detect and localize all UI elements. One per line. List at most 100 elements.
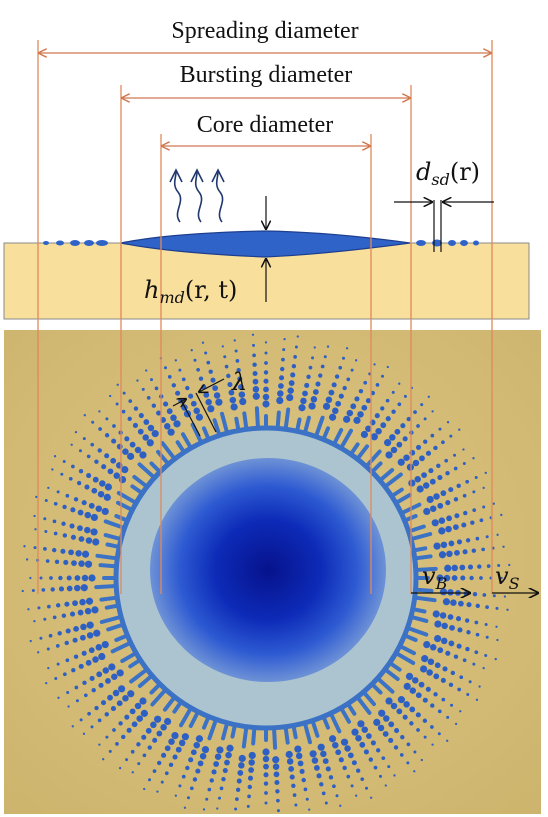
satellite-droplet: [460, 240, 468, 246]
satellite-dot: [355, 794, 358, 797]
satellite-dot: [360, 777, 365, 782]
satellite-dot: [420, 665, 428, 673]
satellite-dot: [92, 656, 99, 663]
satellite-dot: [174, 359, 177, 362]
satellite-dot: [81, 500, 87, 506]
satellite-dot: [183, 806, 187, 809]
satellite-dot: [296, 335, 299, 338]
satellite-dot: [312, 389, 319, 395]
satellite-dot: [326, 345, 330, 348]
satellite-dot: [396, 441, 403, 448]
satellite-dot: [85, 659, 92, 666]
satellite-dot: [338, 393, 344, 399]
satellite-dot: [446, 550, 453, 558]
satellite-dot: [350, 368, 354, 372]
satellite-dot: [221, 345, 224, 348]
satellite-dot: [397, 458, 405, 466]
satellite-dot: [211, 769, 217, 775]
satellite-dot: [290, 372, 296, 378]
satellite-dot: [89, 675, 95, 681]
satellite-dot: [102, 667, 110, 674]
satellite-dot: [43, 517, 47, 521]
satellite-dot: [84, 607, 92, 615]
satellite-dot: [454, 549, 460, 556]
satellite-dot: [118, 766, 122, 770]
satellite-dot: [57, 696, 60, 699]
satellite-dot: [419, 455, 425, 462]
satellite-dot: [103, 493, 111, 501]
satellite-dot: [429, 644, 437, 651]
satellite-dot: [421, 472, 427, 479]
satellite-dot: [440, 677, 446, 683]
satellite-dot: [434, 662, 441, 669]
satellite-dot: [156, 790, 159, 793]
satellite-dot: [134, 446, 142, 454]
satellite-dot: [238, 754, 246, 763]
satellite-dot: [98, 682, 104, 688]
satellite-dot: [389, 434, 396, 441]
satellite-dot: [71, 560, 77, 566]
satellite-dot: [141, 387, 145, 391]
satellite-dot: [373, 718, 381, 726]
hmd-sub: md: [159, 288, 184, 307]
finger-mark: [179, 705, 193, 728]
satellite-dot: [363, 380, 368, 385]
satellite-dot: [304, 382, 310, 389]
satellite-dot: [199, 752, 207, 760]
satellite-dot: [321, 791, 326, 796]
satellite-dot: [433, 542, 441, 550]
guide-lines: [37, 40, 493, 594]
satellite-dot: [108, 749, 112, 753]
satellite-dot: [202, 808, 206, 811]
satellite-dot: [437, 709, 442, 714]
satellite-dot: [90, 442, 95, 447]
satellite-dot: [324, 801, 328, 805]
satellite-dot: [469, 575, 474, 581]
satellite-dot: [446, 715, 450, 719]
satellite-dot: [127, 690, 135, 698]
satellite-dot: [72, 637, 78, 643]
satellite-dot: [482, 486, 485, 489]
satellite-droplet: [416, 240, 426, 246]
satellite-dot: [154, 386, 159, 391]
satellite-dot: [445, 650, 451, 656]
satellite-dot: [437, 732, 441, 736]
satellite-dot: [447, 614, 454, 620]
lambda-label: λ: [231, 368, 247, 396]
satellite-dot: [369, 796, 373, 799]
satellite-dot: [388, 721, 395, 728]
satellite-dot: [429, 478, 436, 485]
satellite-dot: [107, 694, 113, 701]
satellite-dot: [238, 391, 246, 398]
satellite-dot: [437, 647, 444, 654]
satellite-dot: [447, 589, 454, 596]
satellite-dot: [328, 735, 337, 743]
satellite-dot: [80, 623, 87, 631]
satellite-dot: [436, 574, 444, 582]
finger-mark: [98, 563, 119, 569]
satellite-dot: [445, 500, 451, 506]
satellite-dot: [104, 433, 110, 438]
satellite-dot: [459, 675, 464, 680]
satellite-dot: [420, 758, 423, 762]
satellite-dot: [121, 734, 126, 740]
satellite-dot: [85, 597, 94, 605]
satellite-dot: [39, 576, 43, 580]
satellite-dot: [370, 740, 376, 746]
finger-mark: [254, 406, 260, 431]
satellite-dot: [33, 546, 37, 550]
finger-mark: [251, 725, 257, 746]
satellite-dot: [388, 737, 394, 744]
satellite-dot: [252, 370, 258, 377]
satellite-dot: [108, 663, 116, 671]
satellite-dot: [237, 384, 244, 390]
satellite-dot: [83, 414, 86, 417]
satellite-dot: [181, 774, 186, 779]
satellite-dot: [49, 576, 53, 580]
satellite-dot: [445, 525, 452, 533]
satellite-dot: [46, 647, 50, 651]
satellite-dot: [252, 362, 257, 367]
satellite-dot: [160, 724, 167, 731]
finger-mark: [95, 553, 120, 561]
satellite-dot: [434, 620, 442, 628]
